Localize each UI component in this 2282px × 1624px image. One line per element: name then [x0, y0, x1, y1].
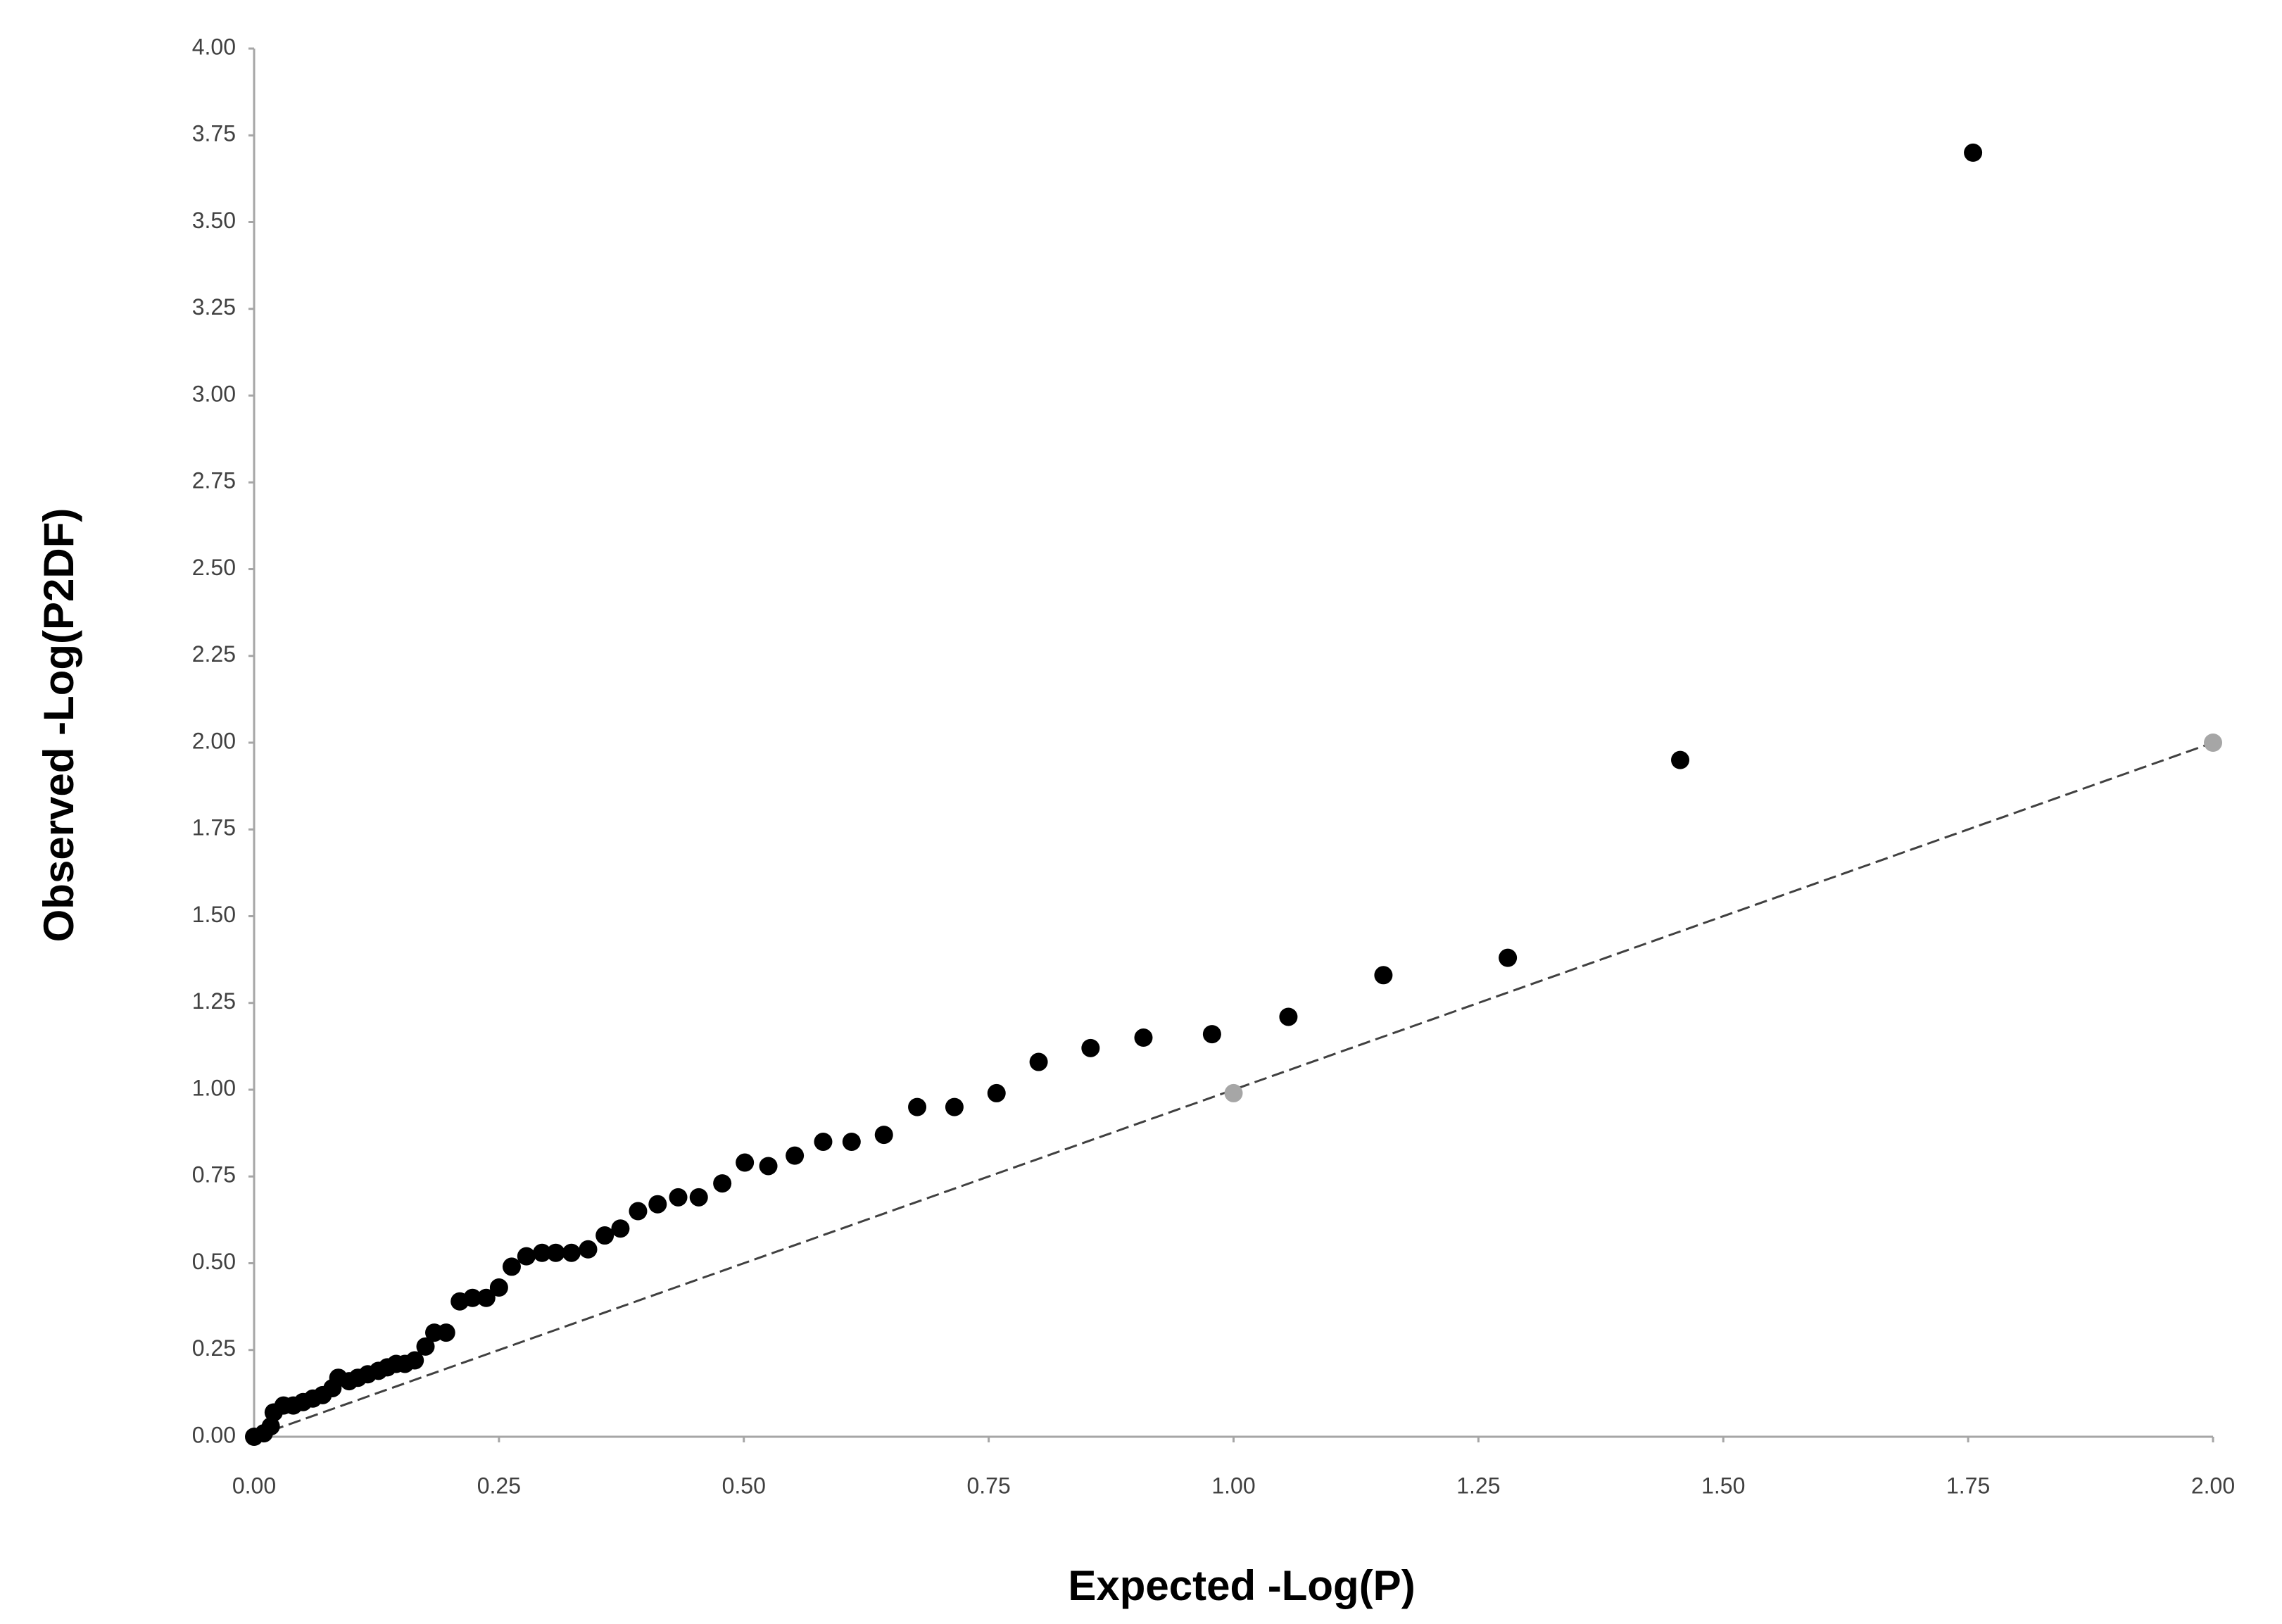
data-point: [1964, 143, 1983, 162]
data-point: [786, 1146, 805, 1165]
data-point: [261, 1417, 280, 1436]
data-point: [562, 1243, 581, 1262]
x-tick-label: 1.00: [1211, 1473, 1255, 1498]
x-tick-label: 0.50: [722, 1473, 766, 1498]
data-point: [759, 1157, 778, 1176]
data-point: [477, 1288, 496, 1307]
y-tick-label: 2.25: [192, 641, 236, 667]
data-point: [1224, 1083, 1243, 1102]
data-point: [648, 1195, 667, 1214]
x-tick-label: 0.25: [477, 1473, 521, 1498]
y-tick-label: 3.50: [192, 208, 236, 233]
y-axis-title: Observed -Log(P2DF): [35, 508, 82, 943]
reference-line: [253, 741, 2214, 1438]
y-tick-label: 4.00: [192, 34, 236, 59]
y-tick-label: 3.25: [192, 294, 236, 320]
y-tick-label: 2.50: [192, 555, 236, 580]
data-point: [874, 1126, 893, 1145]
data-point: [1134, 1028, 1153, 1047]
data-point: [595, 1226, 614, 1245]
data-point: [517, 1247, 536, 1266]
x-tick-label: 2.00: [2191, 1473, 2235, 1498]
y-tick-label: 1.75: [192, 815, 236, 841]
data-point: [908, 1097, 927, 1116]
data-point: [629, 1202, 648, 1221]
data-point: [945, 1097, 964, 1116]
data-point: [814, 1132, 833, 1151]
data-point: [987, 1083, 1006, 1102]
y-tick-label: 3.00: [192, 381, 236, 406]
x-axis-title: Expected -Log(P): [1068, 1562, 1415, 1609]
x-tick-label: 1.25: [1456, 1473, 1500, 1498]
y-tick-label: 1.50: [192, 902, 236, 927]
data-point: [2204, 734, 2222, 752]
x-tick-label: 0.00: [232, 1473, 276, 1498]
y-tick-label: 0.00: [192, 1422, 236, 1447]
data-point: [611, 1219, 630, 1238]
data-point: [1081, 1038, 1100, 1057]
data-point: [579, 1240, 598, 1259]
data-point: [1202, 1025, 1221, 1044]
data-point: [546, 1243, 565, 1262]
y-tick-label: 3.75: [192, 121, 236, 146]
y-tick-label: 2.00: [192, 728, 236, 753]
data-point: [489, 1278, 508, 1297]
data-point: [405, 1351, 424, 1370]
data-point: [669, 1188, 688, 1207]
data-point: [416, 1337, 435, 1356]
x-tick-label: 0.75: [966, 1473, 1010, 1498]
y-tick-label: 2.75: [192, 468, 236, 493]
data-point: [736, 1153, 755, 1172]
y-tick-label: 0.25: [192, 1335, 236, 1361]
data-point: [1029, 1052, 1048, 1071]
y-tick-label: 0.50: [192, 1249, 236, 1274]
data-point: [463, 1288, 482, 1307]
data-point: [1279, 1007, 1298, 1026]
data-point: [502, 1257, 521, 1276]
data-point: [689, 1188, 708, 1207]
x-tick-label: 1.75: [1946, 1473, 1990, 1498]
x-tick-label: 1.50: [1701, 1473, 1745, 1498]
y-tick-label: 0.75: [192, 1162, 236, 1188]
data-point: [1671, 750, 1690, 769]
data-point: [842, 1132, 861, 1151]
data-point: [1499, 948, 1518, 967]
y-tick-label: 1.25: [192, 988, 236, 1014]
data-point: [713, 1174, 732, 1193]
data-point: [436, 1323, 455, 1342]
data-point: [1374, 966, 1393, 985]
y-tick-label: 1.00: [192, 1075, 236, 1100]
data-point: [533, 1243, 552, 1262]
